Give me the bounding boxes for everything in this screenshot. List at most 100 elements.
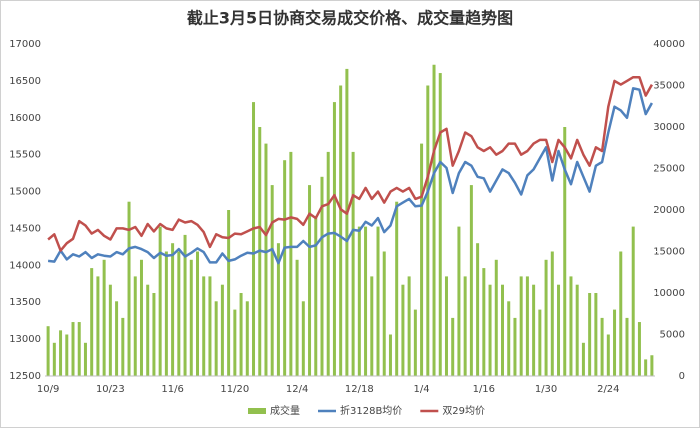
volume-bar xyxy=(202,276,206,376)
x-tick-label: 1/16 xyxy=(473,384,495,395)
volume-bar xyxy=(139,259,143,376)
y-tick-label: 14500 xyxy=(9,223,41,234)
chart-title: 截止3月5日协商交易成交价格、成交量趋势图 xyxy=(187,9,513,28)
x-tick-label: 10/9 xyxy=(37,384,59,395)
volume-bar xyxy=(644,359,648,376)
volume-bar xyxy=(444,276,448,376)
volume-bar xyxy=(395,201,399,376)
volume-bar xyxy=(189,259,193,376)
volume-bar xyxy=(283,160,287,376)
volume-bar xyxy=(308,185,312,376)
volume-bar xyxy=(320,176,324,376)
legend-label: 双29均价 xyxy=(442,405,485,417)
y2-tick-label: 15000 xyxy=(653,247,685,258)
volume-bar xyxy=(476,243,480,376)
volume-bar xyxy=(270,185,274,376)
volume-bar xyxy=(77,322,81,376)
volume-bar xyxy=(208,276,212,376)
volume-bar xyxy=(233,309,237,376)
volume-bar xyxy=(158,226,162,376)
volume-bar xyxy=(426,85,430,376)
volume-bar xyxy=(115,301,119,376)
volume-bar xyxy=(532,284,536,376)
volume-bar xyxy=(451,317,455,376)
volume-bar xyxy=(382,251,386,376)
volume-bar xyxy=(90,268,94,376)
volume-bar xyxy=(220,284,224,376)
volume-bar xyxy=(214,301,218,376)
y2-tick-label: 5000 xyxy=(660,330,685,341)
y-tick-label: 14000 xyxy=(9,260,41,271)
volume-bar xyxy=(463,276,467,376)
volume-bar xyxy=(606,334,610,376)
volume-bar xyxy=(438,73,442,377)
y2-tick-label: 10000 xyxy=(653,288,685,299)
volume-bar xyxy=(569,276,573,376)
volume-bar xyxy=(121,317,125,376)
volume-bar xyxy=(326,151,330,376)
volume-bar xyxy=(401,284,405,376)
volume-bar xyxy=(557,284,561,376)
legend-label: 成交量 xyxy=(270,404,300,417)
volume-bar xyxy=(345,68,349,377)
y2-tick-label: 40000 xyxy=(653,39,685,50)
volume-bar xyxy=(507,301,511,376)
volume-bar xyxy=(59,330,63,376)
volume-bar xyxy=(413,309,417,376)
volume-bar xyxy=(519,276,523,376)
volume-bar xyxy=(314,218,318,376)
volume-bar xyxy=(594,293,598,376)
y2-tick-label: 30000 xyxy=(653,122,685,133)
volume-bar xyxy=(550,251,554,376)
volume-bar xyxy=(133,276,137,376)
volume-bar xyxy=(152,293,156,376)
x-tick-label: 1/30 xyxy=(535,384,557,395)
volume-bar xyxy=(650,355,654,376)
legend-label: 折3128B均价 xyxy=(340,404,402,417)
volume-bar xyxy=(146,284,150,376)
volume-bar xyxy=(52,342,56,376)
volume-bar xyxy=(388,334,392,376)
volume-bar xyxy=(183,234,187,376)
x-tick-label: 1/4 xyxy=(414,384,430,395)
volume-bar xyxy=(376,226,380,376)
y-tick-label: 13000 xyxy=(9,334,41,345)
y-tick-label: 16000 xyxy=(9,113,41,124)
volume-bar xyxy=(501,284,504,376)
volume-bar xyxy=(264,143,268,376)
volume-bar xyxy=(625,317,629,376)
volume-bar xyxy=(71,322,75,376)
y-tick-label: 12500 xyxy=(9,371,41,382)
y2-tick-label: 0 xyxy=(679,371,685,382)
y-tick-label: 15000 xyxy=(9,187,41,198)
volume-bar xyxy=(177,251,181,376)
volume-bar xyxy=(513,317,517,376)
volume-bar xyxy=(289,151,293,376)
volume-bar xyxy=(351,151,355,376)
volume-bar xyxy=(370,276,374,376)
volume-bar xyxy=(196,251,199,376)
volume-bar xyxy=(127,201,131,376)
volume-bar xyxy=(457,226,461,376)
volume-bar xyxy=(276,243,280,376)
x-tick-label: 10/23 xyxy=(96,384,125,395)
y-tick-label: 17000 xyxy=(9,39,41,50)
x-tick-label: 11/20 xyxy=(220,384,249,395)
volume-bar xyxy=(631,226,635,376)
y-tick-label: 16500 xyxy=(9,76,41,87)
volume-bar xyxy=(637,322,641,376)
x-tick-label: 12/18 xyxy=(345,384,374,395)
y-tick-label: 13500 xyxy=(9,297,41,308)
volume-bar xyxy=(525,276,529,376)
x-tick-label: 11/6 xyxy=(161,384,183,395)
price-line xyxy=(47,87,653,265)
volume-bar xyxy=(432,64,436,376)
volume-bar xyxy=(600,317,604,376)
volume-bar xyxy=(227,210,231,376)
volume-bar xyxy=(301,301,305,376)
volume-bar xyxy=(332,102,336,376)
volume-bar xyxy=(239,293,243,376)
volume-bar xyxy=(171,243,175,376)
price-line xyxy=(47,75,653,252)
